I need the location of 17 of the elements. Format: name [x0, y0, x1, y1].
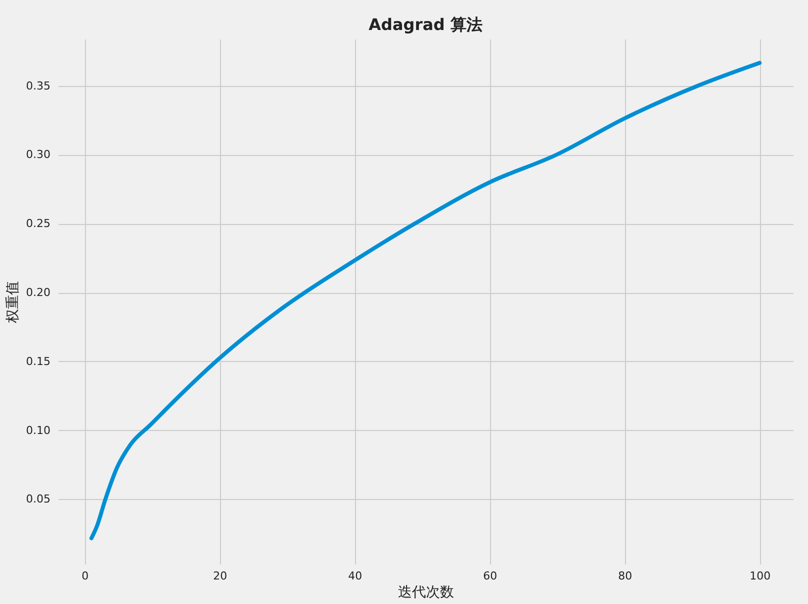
y-tick-label: 0.20	[26, 286, 50, 300]
y-tick-label: 0.30	[26, 148, 50, 162]
x-tick-label: 40	[348, 570, 362, 582]
y-tick-label: 0.10	[26, 424, 50, 437]
chart-title: Adagrad 算法	[368, 15, 482, 34]
y-tick-label: 0.35	[26, 79, 50, 92]
y-tick-label: 0.05	[26, 492, 50, 506]
x-tick-label: 20	[213, 570, 228, 582]
x-tick-label: 0	[82, 570, 89, 582]
x-tick-label: 80	[618, 570, 632, 582]
y-tick-label: 0.25	[26, 217, 50, 230]
line-series	[89, 60, 762, 540]
x-tick-label: 60	[483, 570, 498, 582]
x-axis-title: 迭代次数	[398, 584, 454, 600]
x-tick-label: 100	[750, 570, 771, 582]
y-tick-label: 0.15	[26, 354, 50, 368]
y-axis-title: 权重值	[5, 281, 22, 324]
